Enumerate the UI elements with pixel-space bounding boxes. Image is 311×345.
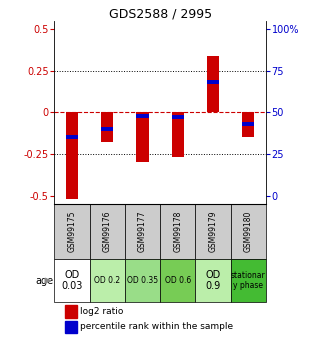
Text: GSM99177: GSM99177	[138, 211, 147, 253]
Bar	[54, 204, 90, 259]
Bar	[136, 114, 149, 118]
Bar	[101, 127, 114, 131]
Text: GSM99176: GSM99176	[103, 211, 112, 253]
Title: GDS2588 / 2995: GDS2588 / 2995	[109, 8, 212, 21]
Bar	[65, 321, 77, 333]
Bar	[207, 80, 219, 85]
Bar	[90, 259, 125, 302]
Text: stationar
y phase: stationar y phase	[231, 271, 266, 290]
Text: GSM99178: GSM99178	[173, 211, 182, 252]
Text: OD
0.9: OD 0.9	[205, 270, 221, 292]
Text: GSM99175: GSM99175	[67, 211, 77, 253]
Bar	[136, 112, 149, 162]
Text: OD 0.6: OD 0.6	[165, 276, 191, 285]
Bar	[172, 115, 184, 119]
Bar	[242, 112, 254, 137]
Text: GSM99180: GSM99180	[244, 211, 253, 252]
Bar	[125, 204, 160, 259]
Bar	[195, 204, 231, 259]
Bar	[242, 122, 254, 126]
Bar	[195, 259, 231, 302]
Bar	[160, 204, 195, 259]
Bar	[231, 204, 266, 259]
Bar	[207, 56, 219, 112]
Text: OD
0.03: OD 0.03	[61, 270, 83, 292]
Bar	[125, 259, 160, 302]
Bar	[66, 135, 78, 139]
Text: OD 0.2: OD 0.2	[94, 276, 120, 285]
Bar	[172, 112, 184, 157]
Bar	[160, 259, 195, 302]
Bar	[90, 204, 125, 259]
Text: OD 0.35: OD 0.35	[127, 276, 158, 285]
Bar	[101, 112, 114, 142]
Bar	[65, 305, 77, 318]
Text: log2 ratio: log2 ratio	[80, 307, 123, 316]
Text: percentile rank within the sample: percentile rank within the sample	[80, 322, 233, 331]
Bar	[231, 259, 266, 302]
Bar	[66, 112, 78, 199]
Bar	[54, 259, 90, 302]
Text: age: age	[35, 276, 54, 286]
Text: GSM99179: GSM99179	[209, 211, 217, 253]
